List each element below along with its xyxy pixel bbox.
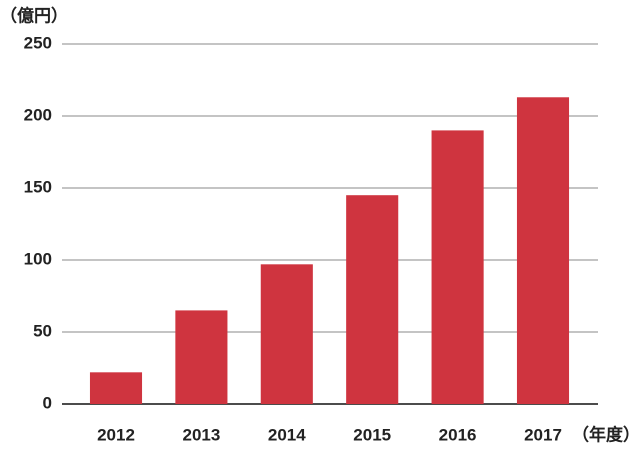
bar xyxy=(175,310,228,404)
x-tick-label: 2014 xyxy=(268,425,306,444)
y-tick-label: 200 xyxy=(24,105,52,124)
x-tick-label: 2017 xyxy=(524,425,562,444)
x-axis-label: （年度） xyxy=(572,424,640,444)
y-tick-label: 50 xyxy=(33,321,52,340)
bar xyxy=(89,372,143,404)
bar xyxy=(516,97,570,404)
y-tick-label: 100 xyxy=(24,249,52,268)
x-tick-label: 2013 xyxy=(182,425,220,444)
bar xyxy=(346,195,399,404)
x-tick-label: 2015 xyxy=(353,425,391,444)
y-tick-label: 150 xyxy=(24,177,52,196)
y-axis-label: （億円） xyxy=(0,5,68,25)
x-tick-label: 2016 xyxy=(439,425,477,444)
bar xyxy=(260,264,313,404)
y-tick-label: 250 xyxy=(24,33,52,52)
x-tick-label: 2012 xyxy=(97,425,135,444)
bar xyxy=(431,130,484,404)
y-tick-label: 0 xyxy=(43,393,52,412)
